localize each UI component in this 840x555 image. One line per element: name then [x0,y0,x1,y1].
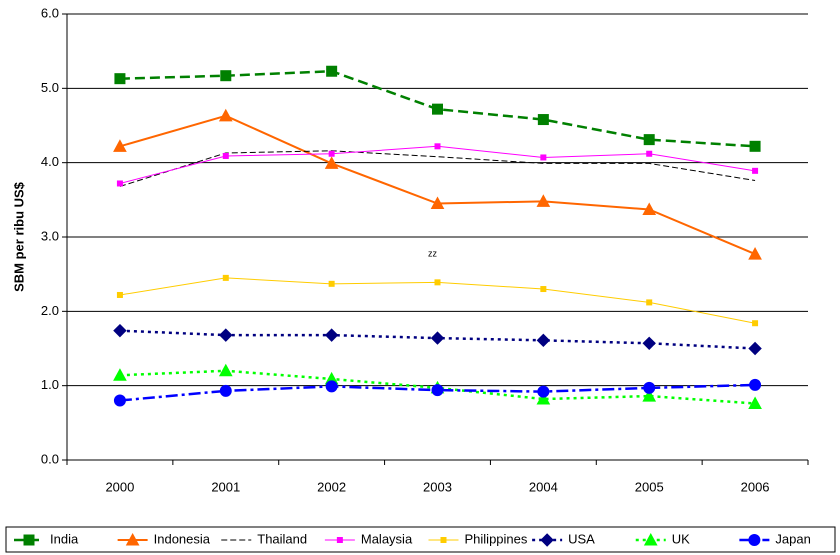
marker [752,320,759,327]
marker [324,328,339,342]
legend-marker [336,537,343,543]
marker [537,114,549,126]
marker [326,65,338,77]
marker [748,341,762,356]
marker [220,70,232,82]
x-tick-label: 2002 [317,479,346,494]
legend-marker [125,532,140,546]
y-axis-label: SBM per ribu US$ [11,181,26,292]
legend-marker [540,533,554,547]
marker [430,331,445,345]
marker [218,108,233,122]
x-tick-label: 2000 [105,479,134,494]
y-tick-label: 6.0 [41,5,59,20]
marker [748,396,762,410]
legend-label: UK [672,531,690,546]
marker [540,154,547,161]
marker [325,380,338,393]
y-tick-label: 5.0 [41,80,59,95]
marker [113,368,127,381]
legend-label: Indonesia [154,531,211,546]
legend-marker [643,532,658,546]
marker [643,134,655,146]
marker [431,384,444,397]
marker [646,299,653,306]
x-tick-label: 2003 [423,479,452,494]
marker [752,167,759,174]
x-tick-label: 2005 [635,479,664,494]
marker [536,392,551,405]
marker [643,381,656,394]
marker [749,140,761,152]
legend-label: India [50,531,79,546]
x-tick-label: 2006 [741,479,770,494]
marker [642,389,657,402]
marker [434,279,441,286]
marker [222,152,229,159]
series-line [119,114,756,256]
marker [222,274,229,281]
marker [113,139,127,152]
y-tick-label: 3.0 [41,228,59,243]
x-tick-label: 2001 [211,479,240,494]
marker [748,247,762,260]
series-line [119,150,756,187]
marker [536,333,551,348]
y-tick-label: 4.0 [41,154,59,169]
marker [116,291,123,298]
marker [434,143,441,150]
marker [218,363,233,377]
marker [642,336,656,351]
marker [219,384,232,397]
legend-marker [23,534,35,546]
marker [328,150,335,157]
marker [642,202,657,215]
marker [749,378,762,391]
legend-marker [440,537,447,543]
legend-label: Malaysia [361,531,413,546]
marker [430,196,445,210]
marker [113,394,126,407]
marker [219,328,233,342]
marker [537,385,550,398]
marker [114,73,126,85]
legend-label: Philippines [465,531,528,546]
y-tick-label: 2.0 [41,303,59,318]
y-tick-label: 1.0 [41,377,59,392]
marker [116,180,123,187]
marker [432,103,443,115]
annotation: zz [428,248,438,258]
x-tick-label: 2004 [529,479,558,494]
legend-label: Thailand [257,531,307,546]
marker [536,194,551,207]
marker [113,323,127,338]
legend-label: USA [568,531,595,546]
y-tick-label: 0.0 [41,451,59,466]
marker [540,286,547,293]
marker [324,156,339,169]
legend-label: Japan [775,531,810,546]
marker [646,150,653,157]
marker [328,280,335,287]
legend-marker [748,534,761,546]
